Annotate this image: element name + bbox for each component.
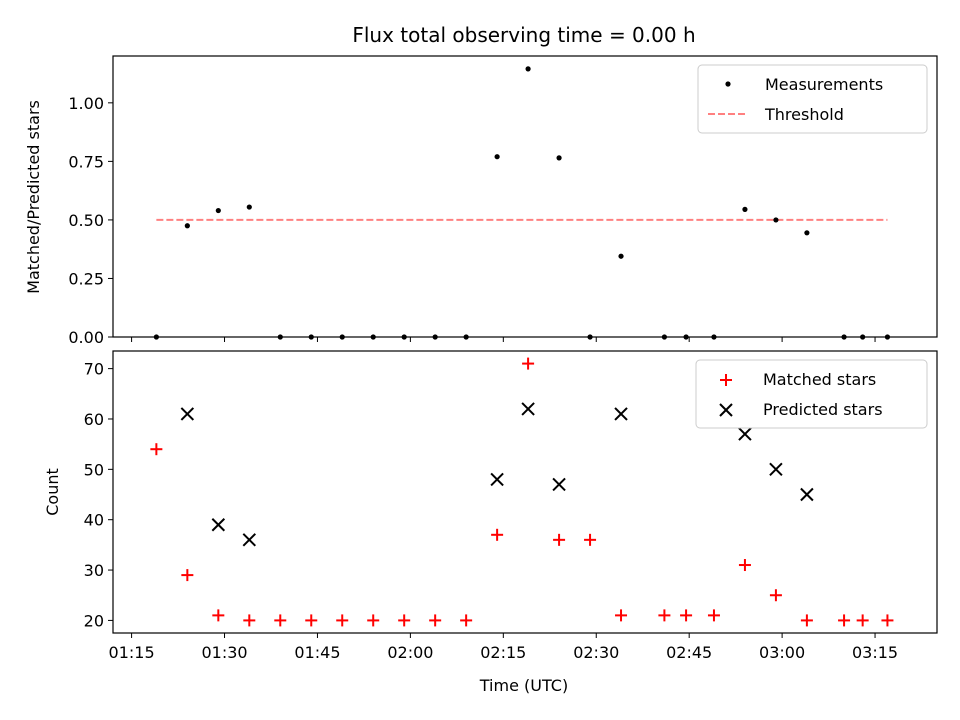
matched-star-point <box>800 614 813 627</box>
bottom-y-tick-label: 40 <box>84 511 104 530</box>
top-axes-frame <box>112 55 938 338</box>
measurement-point <box>215 207 221 214</box>
x-tick-label: 02:45 <box>666 643 712 662</box>
predicted-star-point <box>521 402 535 416</box>
matched-star-point <box>707 609 720 622</box>
matched-star-point <box>584 533 597 546</box>
bottom-y-tick-label: 30 <box>84 561 104 580</box>
matched-star-point <box>274 614 287 627</box>
measurement-point <box>494 154 500 160</box>
predicted-star-point <box>242 533 257 547</box>
predicted-star-point <box>552 477 566 492</box>
top-y-axis-label: Matched/Predicted stars <box>24 100 43 294</box>
matched-star-point <box>658 609 671 622</box>
predicted-star-point <box>211 518 226 532</box>
matched-star-point <box>838 614 851 627</box>
x-tick-label: 01:45 <box>294 643 340 662</box>
x-axis-label: Time (UTC) <box>479 676 568 695</box>
matched-star-point <box>522 357 535 370</box>
bottom-axes: 20 30 40 50 60 70 01:15 01:30 01:45 02:00 02:15 02… <box>43 350 938 695</box>
matched-star-point <box>553 533 566 546</box>
matched-star-point <box>181 569 194 582</box>
chart-title: Flux total observing time = 0.00 h <box>352 23 695 47</box>
top-y-tick-label: 0.00 <box>68 328 104 347</box>
top-legend-box <box>697 64 928 134</box>
matched-star-point <box>856 614 869 627</box>
bottom-plot-content <box>150 357 894 627</box>
predicted-star-point <box>180 407 195 421</box>
bottom-y-ticks: 20 30 40 50 60 70 <box>84 360 113 630</box>
matched-star-point <box>881 614 894 627</box>
bottom-legend: Matched stars Predicted stars <box>695 359 928 429</box>
bottom-y-tick-label: 60 <box>84 410 104 429</box>
measurement-point <box>556 155 562 161</box>
top-x-ticks <box>131 337 876 342</box>
bottom-y-tick-label: 70 <box>84 360 104 379</box>
measurement-point <box>773 217 779 223</box>
measurement-point <box>184 223 190 229</box>
top-y-tick-label: 0.75 <box>68 152 104 171</box>
measurement-point <box>525 66 531 72</box>
matched-star-point <box>367 614 380 627</box>
legend-measurements-marker <box>725 81 731 87</box>
bottom-axes-frame <box>112 350 938 634</box>
top-y-tick-label: 0.50 <box>68 211 104 230</box>
matched-star-point <box>680 609 693 622</box>
measurement-point <box>618 253 624 259</box>
bottom-y-tick-label: 20 <box>84 611 104 630</box>
matched-star-point <box>305 614 318 627</box>
top-y-ticks: 0.00 0.25 0.50 0.75 1.00 <box>68 94 113 347</box>
measurement-point <box>804 230 810 236</box>
predicted-star-point <box>490 472 504 487</box>
top-y-tick-label: 1.00 <box>68 94 104 113</box>
bottom-y-tick-label: 50 <box>84 460 104 479</box>
bottom-y-axis-label: Count <box>43 468 62 516</box>
legend-predicted-marker <box>719 403 733 417</box>
predicted-star-point <box>738 427 752 441</box>
x-tick-label: 02:30 <box>573 643 619 662</box>
matched-star-point <box>150 443 163 456</box>
matched-star-point <box>769 589 782 602</box>
matched-star-point <box>212 609 225 622</box>
legend-threshold-label: Threshold <box>764 105 844 124</box>
x-tick-label: 01:15 <box>109 643 155 662</box>
measurement-point <box>246 204 252 210</box>
top-axes: 0.00 0.25 0.50 0.75 1.00 Matched/Predicted s… <box>24 55 938 347</box>
top-y-tick-label: 0.25 <box>68 269 104 288</box>
matched-star-point <box>398 614 411 627</box>
predicted-star-point <box>769 462 783 477</box>
matched-star-point <box>336 614 349 627</box>
predicted-star-point <box>800 487 814 502</box>
matched-star-point <box>243 614 256 627</box>
x-tick-label: 03:15 <box>852 643 898 662</box>
legend-matched-marker <box>720 374 732 386</box>
measurement-point <box>742 206 748 212</box>
x-tick-label: 01:30 <box>201 643 247 662</box>
legend-predicted-label: Predicted stars <box>763 400 883 419</box>
matched-star-point <box>491 528 504 541</box>
top-legend: Measurements Threshold <box>697 64 928 134</box>
matched-star-point <box>429 614 442 627</box>
bottom-legend-box <box>695 359 928 429</box>
matched-star-point <box>615 609 628 622</box>
x-tick-label: 02:15 <box>480 643 526 662</box>
legend-measurements-label: Measurements <box>765 75 883 94</box>
x-tick-label: 02:00 <box>387 643 433 662</box>
predicted-star-point <box>614 407 628 421</box>
matched-star-point <box>738 559 751 572</box>
matched-star-point <box>460 614 473 627</box>
x-tick-label: 03:00 <box>759 643 805 662</box>
bottom-x-ticks: 01:15 01:30 01:45 02:00 02:15 02:30 02:45 03:00… <box>109 633 898 662</box>
legend-matched-label: Matched stars <box>763 370 876 389</box>
